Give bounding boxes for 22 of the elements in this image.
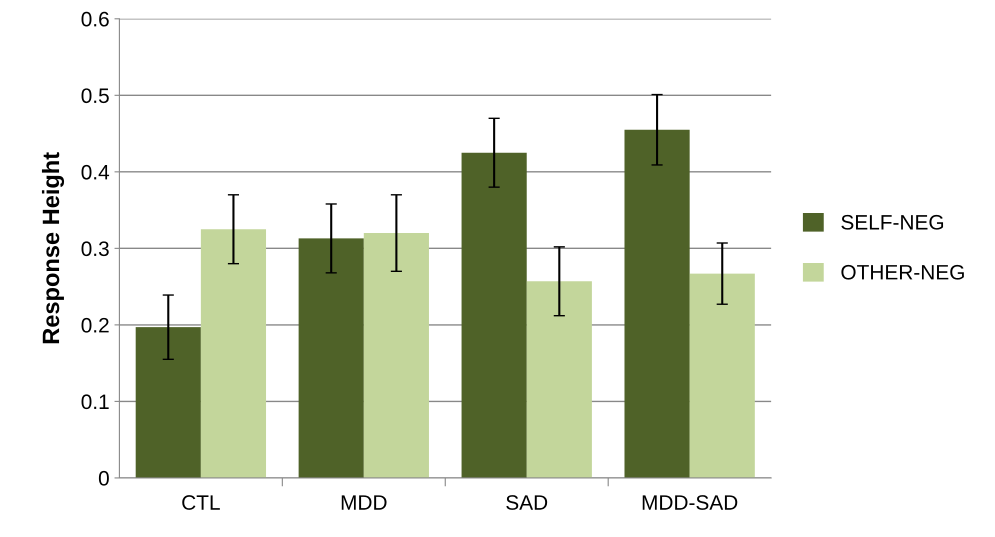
x-tick-label: MDD-SAD [642,495,738,510]
y-tick-label: 0.6 [82,12,109,27]
y-tick-label: 0.1 [82,394,109,410]
bar [462,152,527,478]
y-tick-label: 0 [98,470,109,486]
x-tick-label: SAD [506,495,548,510]
legend-label: OTHER-NEG [841,264,964,280]
legend-label: SELF-NEG [841,214,944,230]
bar [364,233,429,478]
bar [690,274,755,478]
y-tick-label: 0.4 [82,164,110,180]
bar [200,229,266,478]
bar [526,281,592,478]
bar [298,238,364,478]
y-axis-title: Response Height [42,152,64,344]
y-tick-label: 0.3 [82,241,109,256]
x-tick-label: MDD [342,495,387,510]
bar [624,130,690,478]
bar [136,327,201,478]
x-tick-label: CTL [182,495,220,510]
y-tick-label: 0.2 [82,318,109,333]
y-tick-label: 0.5 [82,88,109,104]
